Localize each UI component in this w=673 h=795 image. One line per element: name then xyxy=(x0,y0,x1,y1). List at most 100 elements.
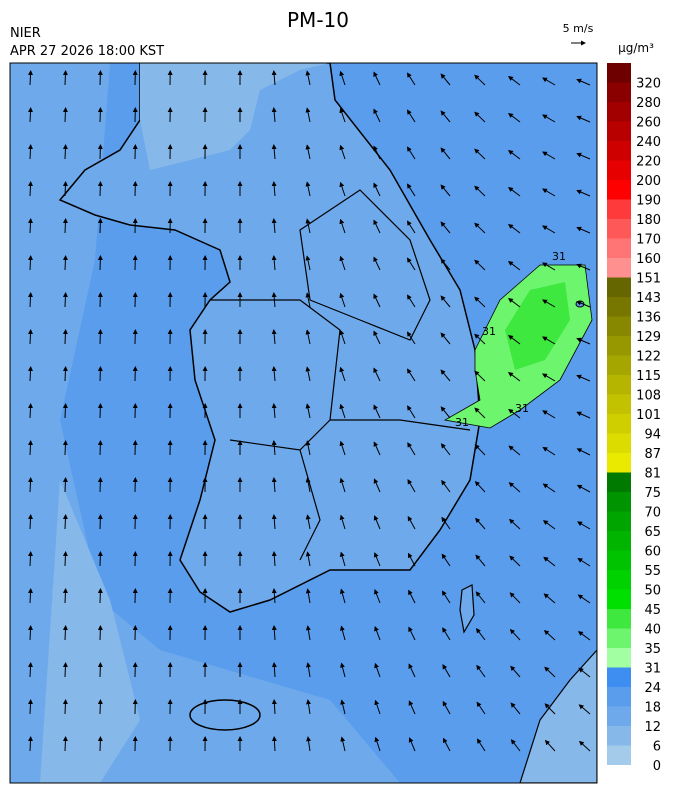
colorbar-segment xyxy=(607,219,631,239)
wind-arrow xyxy=(339,329,346,345)
wind-arrow xyxy=(305,107,311,123)
wind-arrow xyxy=(509,592,521,604)
wind-arrow xyxy=(305,662,311,678)
wind-arrow xyxy=(440,369,451,382)
wind-arrow xyxy=(576,300,591,308)
wind-arrow xyxy=(406,294,416,308)
wind-arrow xyxy=(442,664,451,678)
wind-arrow xyxy=(62,699,68,715)
wind-arrow xyxy=(508,408,521,419)
wind-arrow xyxy=(28,366,33,382)
wind-arrow xyxy=(62,218,68,234)
province-border xyxy=(299,189,431,341)
wind-arrow xyxy=(339,292,346,308)
wind-arrow xyxy=(306,699,311,715)
colorbar-segment xyxy=(607,375,631,395)
wind-arrow xyxy=(474,111,486,123)
colorbar-segment xyxy=(607,628,631,648)
timestamp: APR 27 2026 18:00 KST xyxy=(10,44,164,59)
wind-arrow xyxy=(508,482,521,493)
colorbar-label: 50 xyxy=(644,584,661,599)
wind-arrow xyxy=(373,182,381,197)
wind-arrow xyxy=(339,181,346,197)
colorbar-segment xyxy=(607,706,631,726)
wind-arrow xyxy=(373,145,381,160)
wind-arrow xyxy=(271,181,277,197)
colorbar-label: 12 xyxy=(644,720,661,735)
wind-arrow xyxy=(305,551,311,567)
wind-arrow xyxy=(271,662,277,678)
colorbar-label: 143 xyxy=(636,291,661,306)
wind-arrow xyxy=(374,589,381,604)
wind-arrow xyxy=(373,552,381,567)
wind-arrow xyxy=(577,631,591,641)
wind-arrow xyxy=(28,588,33,604)
wind-arrow xyxy=(373,256,381,271)
wind-arrow xyxy=(373,404,381,419)
colorbar-label: 0 xyxy=(653,759,661,774)
colorbar-segment xyxy=(607,180,631,200)
wind-arrow xyxy=(271,255,277,271)
wind-arrow xyxy=(576,448,591,456)
wind-arrow xyxy=(544,703,556,715)
wind-arrow xyxy=(28,699,33,715)
wind-arrow xyxy=(339,514,346,530)
unit-label: µg/m³ xyxy=(618,41,654,55)
wind-arrow xyxy=(440,221,451,234)
colorbar-segment xyxy=(607,277,631,297)
wind-arrow xyxy=(408,737,416,752)
wind-arrow xyxy=(339,366,346,382)
wind-arrow xyxy=(406,220,416,234)
wind-arrow xyxy=(306,736,312,752)
colorbar: 0 6 12 18 24 31 35 40 45 50 55 60 65 70 75 81 87 94 101 108… xyxy=(607,63,661,774)
wind-arrow xyxy=(576,115,591,123)
wind-arrow xyxy=(271,551,277,567)
wind-arrow xyxy=(62,255,68,271)
colorbar-label: 18 xyxy=(644,701,661,716)
wind-arrow xyxy=(441,479,451,493)
map-frame xyxy=(9,62,598,784)
wind-arrow xyxy=(339,403,346,419)
colorbar-segment xyxy=(607,316,631,336)
wind-arrow xyxy=(271,144,277,160)
north-land xyxy=(140,63,330,170)
wind-arrow xyxy=(373,71,381,86)
high-pm-core xyxy=(505,282,570,370)
colorbar-segment xyxy=(607,648,631,668)
wind-arrow xyxy=(271,403,277,419)
wind-arrow xyxy=(62,477,68,493)
wind-arrow xyxy=(28,144,33,160)
wind-arrow xyxy=(339,551,346,567)
colorbar-segment xyxy=(607,531,631,551)
wind-arrow xyxy=(271,736,277,752)
wind-arrow xyxy=(339,107,346,123)
wind-arrow xyxy=(542,188,556,197)
colorbar-label: 87 xyxy=(644,447,661,462)
colorbar-label: 94 xyxy=(644,428,661,443)
wind-arrow xyxy=(408,626,416,641)
colorbar-label: 81 xyxy=(644,467,661,482)
wind-arrow xyxy=(577,594,591,604)
wind-arrow xyxy=(62,551,68,567)
wind-arrow xyxy=(577,557,591,567)
wind-arrow xyxy=(407,442,416,456)
wind-arrow xyxy=(62,662,68,678)
wind-arrow xyxy=(542,373,556,382)
colorbar-label: 31 xyxy=(644,662,661,677)
wind-arrow xyxy=(543,593,556,604)
wind-arrow xyxy=(408,663,416,678)
colorbar-label: 75 xyxy=(644,486,661,501)
wind-arrow xyxy=(542,483,556,493)
wind-arrow xyxy=(407,405,416,419)
colorbar-segment xyxy=(607,336,631,356)
wind-arrow xyxy=(441,553,451,567)
colorbar-label: 55 xyxy=(644,564,661,579)
map: 31 31 31 31 xyxy=(10,63,597,783)
wind-arrow xyxy=(476,701,486,715)
tsushima xyxy=(459,584,475,634)
wind-arrow xyxy=(305,144,311,160)
wind-arrow xyxy=(373,515,381,530)
wind-arrow xyxy=(542,151,556,160)
wind-arrow xyxy=(474,407,486,419)
wind-arrow xyxy=(441,516,451,530)
